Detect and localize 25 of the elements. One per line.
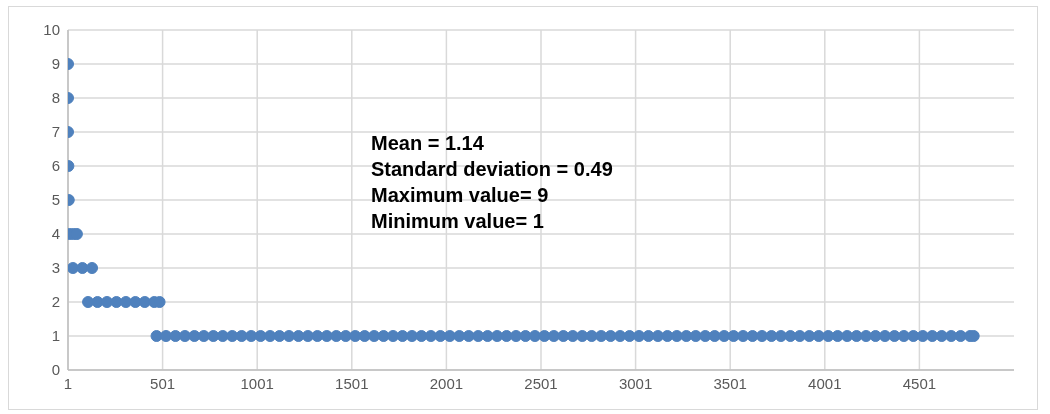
y-tick-label: 9	[51, 55, 60, 73]
x-tick-label: 4501	[902, 374, 937, 392]
y-tick-label: 4	[51, 225, 60, 243]
y-tick-label: 6	[51, 157, 60, 175]
y-tick-label: 3	[51, 259, 60, 277]
x-tick-label: 2501	[524, 374, 558, 392]
x-tick-label: 2001	[429, 374, 464, 392]
x-tick-label: 501	[150, 374, 176, 392]
x-tick-label: 3501	[713, 374, 747, 392]
y-tick-label: 2	[51, 293, 60, 311]
y-tick-label: 0	[51, 361, 60, 379]
x-tick-label: 4001	[808, 374, 842, 392]
annotation: Standard deviation = 0.49	[371, 157, 613, 182]
y-tick-label: 8	[51, 89, 60, 107]
y-tick-label: 5	[51, 191, 60, 209]
annotation: Mean = 1.14	[371, 131, 485, 156]
x-tick-label: 3001	[618, 374, 653, 392]
y-tick-label: 1	[51, 327, 60, 345]
annotation: Maximum value= 9	[371, 183, 550, 208]
y-tick-label: 10	[43, 21, 60, 39]
x-tick-label: 1501	[335, 374, 369, 392]
x-tick-label: 1	[63, 374, 73, 392]
x-tick-label: 1001	[240, 374, 274, 392]
annotation: Minimum value= 1	[371, 209, 545, 234]
y-tick-label: 7	[51, 123, 60, 141]
